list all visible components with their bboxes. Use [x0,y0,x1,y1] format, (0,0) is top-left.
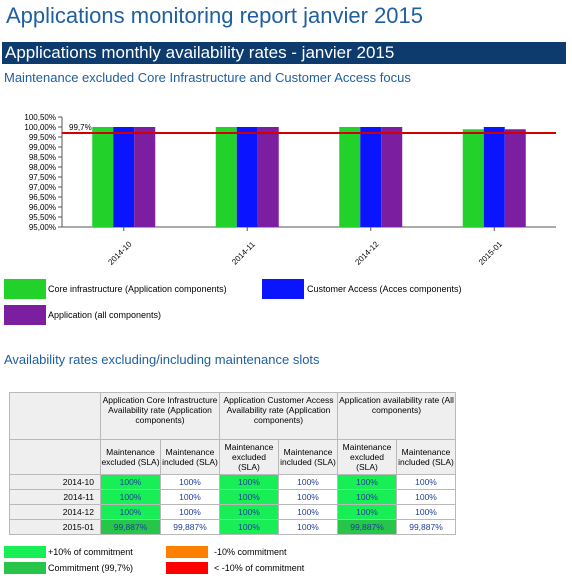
table-row: 2014-12 100% 100% 100% 100% 100% 100% [9,504,456,520]
group-header-customer-access: Application Customer Access Availability… [219,392,338,440]
table-cell: 99,887% [100,519,161,535]
group-header-application: Application availability rate (All compo… [337,392,456,440]
y-tick-label: 98,00% [29,163,56,172]
y-tick-label: 97,50% [29,173,56,182]
bar-0-1 [113,127,135,227]
legend-swatch-customer-access [262,279,304,299]
row-label: 2014-10 [9,474,101,490]
table-cell: 100% [278,474,338,490]
group-header-core: Application Core Infrastructure Availabi… [100,392,220,440]
table-corner-sub [9,439,101,475]
table-cell: 100% [396,489,456,505]
table-row: 2014-11 100% 100% 100% 100% 100% 100% [9,489,456,505]
table-cell: 100% [160,474,220,490]
row-label: 2014-11 [9,489,101,505]
table-cell: 100% [278,504,338,520]
table-cell: 100% [337,489,397,505]
report-title: Applications monitoring report janvier 2… [6,3,424,28]
key-label-below-minus10: < -10% of commitment [214,563,305,573]
x-tick-label: 2014-11 [230,239,257,266]
table-row: 2015-01 99,887% 99,887% 100% 100% 99,887… [9,519,456,535]
legend-label-customer-access: Customer Access (Acces components) [307,284,462,294]
x-tick-label: 2015-01 [477,239,505,267]
legend-swatch-core [4,279,46,299]
bar-1-2 [257,127,279,227]
table-cell: 100% [396,474,456,490]
bar-2-1 [360,127,382,227]
subheader-maintenance-excluded: Maintenance excluded (SLA) [219,439,279,475]
y-tick-label: 97,00% [29,183,56,192]
bar-3-1 [483,127,505,227]
y-tick-label: 96,00% [29,203,56,212]
key-label-commitment: Commitment (99,7%) [48,563,134,573]
table-cell: 100% [337,504,397,520]
subheader-maintenance-excluded: Maintenance excluded (SLA) [100,439,161,475]
legend-label-application: Application (all components) [48,310,162,320]
bar-3-2 [504,129,526,227]
table-cell: 100% [100,504,161,520]
subheader-maintenance-included: Maintenance included (SLA) [278,439,338,475]
bar-2-0 [339,127,361,227]
x-tick-label: 2014-12 [353,239,381,267]
subheader-maintenance-included: Maintenance included (SLA) [396,439,456,475]
table-cell: 100% [219,474,279,490]
table-cell: 100% [219,519,279,535]
availability-table: Application Core Infrastructure Availabi… [9,392,456,535]
table-title: Availability rates excluding/including m… [4,352,320,367]
table-cell: 100% [396,504,456,520]
legend-swatch-application [4,305,46,325]
y-tick-label: 99,00% [29,143,56,152]
table-cell: 100% [278,489,338,505]
y-tick-label: 99,50% [29,133,56,142]
key-swatch-below-minus10 [166,562,208,574]
bar-0-0 [92,127,114,227]
key-swatch-commitment [4,562,46,574]
table-cell: 100% [160,504,220,520]
table-cell: 100% [219,504,279,520]
table-cell: 100% [278,519,338,535]
table-cell: 99,887% [396,519,456,535]
key-label-plus10: +10% of commitment [48,547,133,557]
y-tick-label: 100,50% [24,113,56,122]
table-cell: 100% [160,489,220,505]
x-tick-label: 2014-10 [106,239,134,267]
y-tick-label: 95,50% [29,213,56,222]
table-cell: 100% [219,489,279,505]
row-label: 2014-12 [9,504,101,520]
reference-line-label: 99,7% [69,123,92,132]
subheader-maintenance-included: Maintenance included (SLA) [160,439,220,475]
row-label: 2015-01 [9,519,101,535]
table-cell: 99,887% [160,519,220,535]
key-swatch-minus10 [166,546,208,558]
y-tick-label: 96,50% [29,193,56,202]
table-corner [9,392,101,440]
section-title: Applications monthly availability rates … [2,42,566,64]
bar-3-0 [462,129,484,227]
key-swatch-plus10 [4,546,46,558]
table-cell: 100% [100,489,161,505]
availability-bar-chart: 95,00%95,50%96,00%96,50%97,00%97,50%98,0… [24,113,556,267]
chart-subtitle: Maintenance excluded Core Infrastructure… [4,70,411,85]
table-row: 2014-10 100% 100% 100% 100% 100% 100% [9,474,456,490]
legend-label-core: Core infrastructure (Application compone… [48,284,227,294]
y-tick-label: 98,50% [29,153,56,162]
bar-2-2 [381,127,403,227]
table-cell: 100% [100,474,161,490]
bar-0-2 [134,127,156,227]
y-tick-label: 100,00% [24,123,56,132]
key-label-minus10: -10% commitment [214,547,287,557]
table-cell: 100% [337,474,397,490]
bar-1-0 [215,127,237,227]
y-tick-label: 95,00% [29,223,56,232]
bar-1-1 [236,127,258,227]
subheader-maintenance-excluded: Maintenance excluded (SLA) [337,439,397,475]
table-cell: 99,887% [337,519,397,535]
